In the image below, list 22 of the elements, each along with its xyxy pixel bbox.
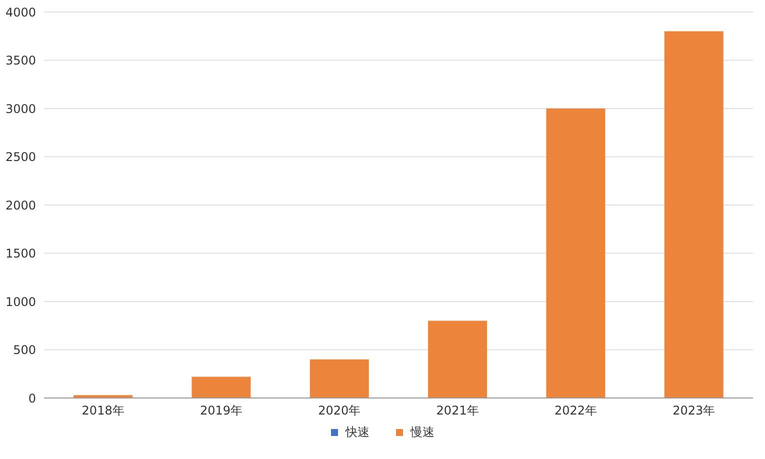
x-tick-label: 2018年 — [82, 404, 124, 418]
y-tick-label: 3500 — [5, 54, 36, 68]
x-tick-label: 2023年 — [672, 404, 716, 418]
bar — [546, 108, 606, 398]
bar — [428, 320, 488, 398]
x-tick-label: 2020年 — [318, 404, 361, 418]
legend-label: 慢速 — [410, 424, 434, 441]
y-tick-label: 4000 — [5, 5, 36, 20]
y-tick-label: 3000 — [5, 102, 36, 116]
bar — [664, 31, 724, 398]
y-tick-label: 500 — [13, 343, 36, 358]
x-tick-label: 2022年 — [554, 404, 598, 418]
legend-label: 快速 — [346, 424, 370, 441]
y-tick-label: 2500 — [5, 150, 36, 164]
y-tick-label: 2000 — [5, 198, 36, 212]
x-tick-label: 2021年 — [436, 404, 479, 418]
bar — [310, 359, 369, 398]
x-tick-label: 2019年 — [200, 404, 243, 418]
y-tick-label: 1000 — [5, 294, 36, 309]
y-tick-label: 1500 — [5, 246, 36, 261]
bar — [192, 376, 251, 398]
y-tick-label: 0 — [28, 391, 36, 406]
